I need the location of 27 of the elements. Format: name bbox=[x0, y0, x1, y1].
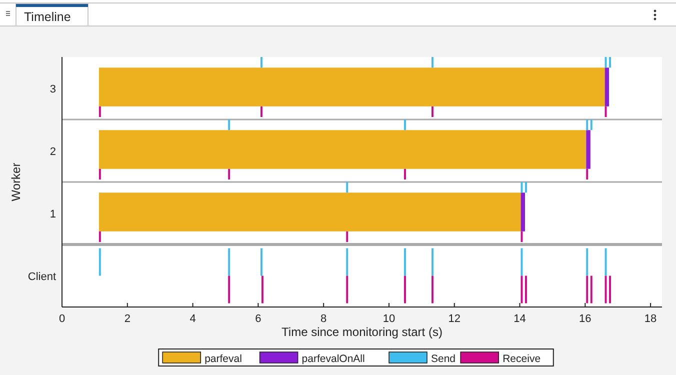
y-tick-label: 3 bbox=[50, 83, 56, 96]
y-tick-label: Client bbox=[28, 270, 56, 283]
x-tick-label: 6 bbox=[255, 313, 262, 325]
y-tick-label: 2 bbox=[50, 146, 56, 158]
bar bbox=[98, 130, 586, 169]
x-tick-label: 2 bbox=[124, 313, 130, 325]
x-tick-label: 18 bbox=[644, 313, 657, 325]
legend-label: Send bbox=[431, 353, 456, 365]
y-axis-title: Worker bbox=[9, 162, 23, 202]
bar bbox=[520, 192, 525, 232]
bar bbox=[98, 68, 605, 106]
x-tick-label: 12 bbox=[448, 313, 460, 325]
x-tick-label: 16 bbox=[579, 313, 592, 325]
bar bbox=[98, 192, 521, 232]
x-axis-title: Time since monitoring start (s) bbox=[282, 325, 442, 339]
legend-label: parfeval bbox=[204, 353, 242, 365]
legend-label: Receive bbox=[502, 353, 541, 365]
x-tick-label: 0 bbox=[58, 313, 66, 325]
bar bbox=[586, 130, 590, 169]
chart-title: Timeline bbox=[24, 10, 71, 24]
x-tick-label: 10 bbox=[382, 313, 396, 325]
bar bbox=[604, 68, 610, 106]
x-tick-label: 4 bbox=[190, 313, 196, 325]
x-tick-label: 8 bbox=[320, 313, 327, 325]
legend-label: parfevalOnAll bbox=[302, 353, 365, 365]
y-tick-label: 1 bbox=[50, 208, 56, 220]
x-tick-label: 14 bbox=[514, 313, 526, 325]
